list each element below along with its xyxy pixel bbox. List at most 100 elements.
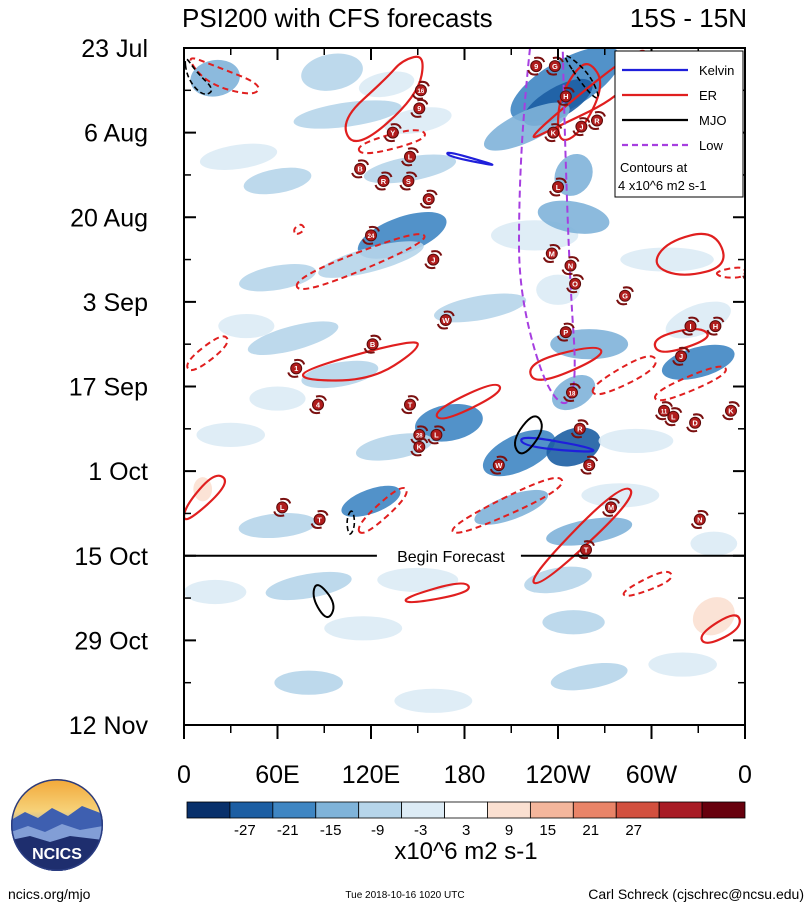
er-contour-7 [529, 346, 603, 381]
storm-swirl [563, 383, 581, 402]
storm-swirl [672, 346, 691, 366]
er-contour-dashed-5 [591, 355, 657, 396]
storm-label: I [689, 322, 691, 331]
legend-label-kelvin: Kelvin [699, 63, 734, 78]
storm-dot [366, 338, 379, 351]
anomaly-blob-12 [554, 153, 593, 196]
colorbar-box-1 [229, 801, 274, 819]
storm-marker-7: C [419, 189, 438, 209]
legend-label-low: Low [699, 138, 723, 153]
storm-dot [430, 428, 443, 441]
storm-swirl [549, 177, 567, 197]
storm-dot [312, 398, 324, 411]
storm-swirl [561, 256, 580, 276]
colorbar-box-10 [615, 801, 660, 819]
storm-label: M [608, 503, 614, 512]
colorbar-tick-label: 15 [539, 822, 556, 839]
y-tick-label: 20 Aug [70, 204, 148, 232]
storm-dot [709, 320, 722, 333]
er-contour-dashed-2 [295, 233, 426, 291]
er-contour-6 [653, 328, 709, 353]
anomaly-blob-44 [690, 531, 738, 556]
storm-marker-20: G [616, 286, 634, 306]
storm-marker-30: T [401, 395, 419, 415]
y-tick-label: 6 Aug [84, 120, 148, 148]
anomaly-blob-14 [243, 167, 312, 195]
storm-dot [573, 422, 586, 435]
colorbar-tick-label: -21 [277, 822, 299, 839]
storm-dot [725, 404, 737, 417]
colorbar-box-5 [401, 801, 445, 819]
storm-label: S [406, 177, 411, 186]
anomaly-blob-30 [249, 386, 306, 411]
colorbar-tick-label: 3 [462, 822, 470, 839]
storm-swirl [411, 80, 430, 100]
mjo-contour-dashed-0 [184, 58, 213, 95]
colorbar-box-3 [315, 801, 360, 819]
anomaly-blob-37 [193, 477, 213, 502]
colorbar-box-9 [572, 801, 617, 819]
storm-marker-46: T [577, 540, 595, 560]
anomaly-blob-36 [196, 422, 266, 447]
storm-dot [658, 404, 670, 417]
colorbar-tick-label: -15 [320, 822, 342, 839]
storm-marker-37: W [489, 455, 508, 475]
storm-marker-29: 4 [309, 395, 327, 415]
forecast-label-bg [376, 546, 521, 564]
storm-marker-2: Y [383, 123, 402, 143]
mjo-contour-dashed-2 [346, 510, 356, 535]
storm-dot [575, 120, 588, 133]
mjo-contour-dashed-1 [564, 54, 599, 99]
er-contour-10 [404, 582, 470, 604]
logo-text: NCICS [32, 846, 82, 863]
storm-marker-9: J [424, 250, 443, 270]
x-tick-label: 60W [626, 761, 678, 789]
storm-label: K [417, 443, 423, 452]
storm-marker-33: L [427, 425, 446, 445]
storm-label: B [370, 340, 376, 349]
storm-label: R [594, 116, 600, 125]
storm-marker-40: D [686, 413, 705, 433]
anomaly-blob-24 [218, 313, 275, 339]
storm-dot [619, 289, 631, 302]
storm-marker-44: M [602, 497, 620, 517]
x-tick-label: 120E [342, 761, 400, 789]
x-tick-label: 0 [177, 761, 191, 789]
storm-label: C [426, 195, 432, 204]
anomaly-blob-21 [433, 293, 527, 323]
low-contour [517, 48, 576, 405]
legend-label-er: ER [699, 88, 717, 103]
storm-dot [439, 314, 452, 326]
storm-swirl [742, 275, 745, 280]
anomaly-blob-39 [474, 489, 549, 525]
storm-dot [530, 60, 543, 73]
anomaly-blob-0 [190, 59, 240, 97]
storm-swirl [681, 316, 700, 336]
storm-dot [689, 416, 702, 429]
storm-marker-26: J [672, 346, 691, 366]
anomaly-blob-6 [293, 100, 402, 129]
colorbar-tick-label: -9 [371, 822, 384, 839]
storm-swirl [580, 455, 599, 475]
storm-swirl [527, 56, 546, 76]
anomaly-blob-35 [598, 428, 674, 453]
colorbar-tick-label: -3 [414, 822, 427, 839]
anomaly-blob-18 [620, 247, 714, 272]
anomaly-blob-53 [274, 670, 343, 695]
er-contour-4 [302, 341, 419, 382]
er-contour-dashed-3 [186, 335, 229, 372]
storm-marker-23: B [363, 334, 382, 354]
storm-marker-15: R [588, 111, 606, 130]
storm-swirl [655, 401, 673, 421]
storm-swirl [570, 419, 589, 439]
legend-label-mjo: MJO [699, 113, 726, 128]
ncics-logo: NCICS [11, 779, 103, 871]
storm-dot [404, 150, 416, 163]
storm-dot [290, 362, 303, 375]
footer-timestamp: Tue 2018-10-16 1020 UTC [345, 890, 464, 901]
footer-website-link[interactable]: ncics.org/mjo [8, 886, 91, 902]
storm-label: R [577, 425, 583, 434]
storm-marker-25: I [681, 316, 700, 336]
storm-swirl [310, 510, 329, 529]
anomaly-blob-22 [536, 274, 580, 305]
